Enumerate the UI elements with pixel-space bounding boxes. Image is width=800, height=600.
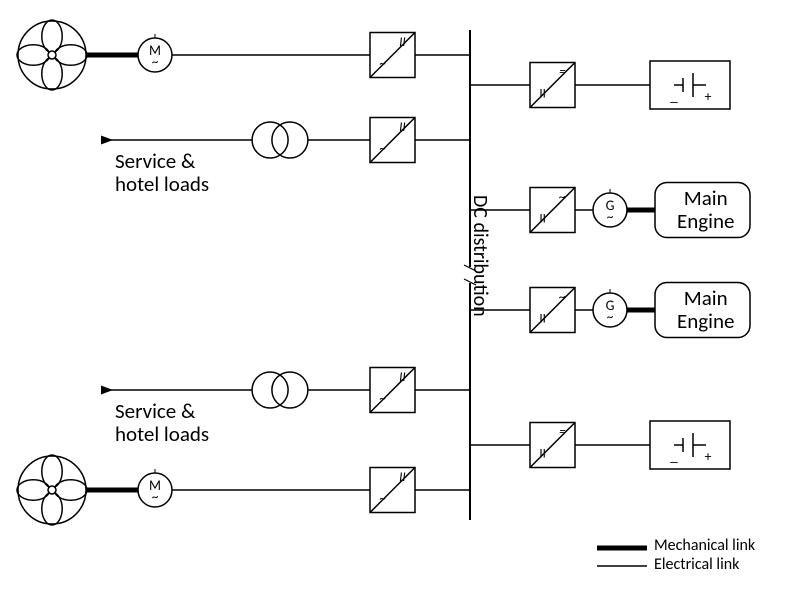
svg-text:II: II bbox=[399, 120, 406, 135]
svg-text:=: = bbox=[559, 65, 566, 80]
svg-text:~: ~ bbox=[559, 290, 565, 305]
svg-text:II: II bbox=[399, 470, 406, 485]
svg-text:~: ~ bbox=[379, 392, 386, 407]
svg-text:~: ~ bbox=[379, 492, 386, 507]
dc-distribution-label: DC distribution bbox=[468, 195, 492, 317]
service-label-bottom: Service &hotel loads bbox=[115, 400, 209, 446]
engine-label-1: MainEngine bbox=[677, 187, 734, 233]
svg-text:+: + bbox=[705, 448, 712, 465]
legend-elec-label: Electrical link bbox=[654, 556, 739, 574]
svg-text:II: II bbox=[539, 312, 546, 327]
svg-text:II: II bbox=[539, 212, 546, 227]
service-label-top: Service &hotel loads bbox=[115, 150, 209, 196]
svg-text:=: = bbox=[559, 425, 566, 440]
svg-text:~: ~ bbox=[152, 490, 159, 505]
diagram-root: { "canvas": { "w": 800, "h": 600, "bg": … bbox=[0, 0, 800, 600]
svg-text:~: ~ bbox=[607, 210, 614, 225]
svg-text:~: ~ bbox=[607, 310, 614, 325]
svg-text:II: II bbox=[539, 447, 546, 462]
svg-text:II: II bbox=[539, 87, 546, 102]
svg-text:~: ~ bbox=[379, 142, 386, 157]
svg-text:~: ~ bbox=[559, 190, 565, 205]
svg-text:II: II bbox=[399, 35, 406, 50]
engine-label-2: MainEngine bbox=[677, 287, 734, 333]
svg-text:+: + bbox=[705, 88, 712, 105]
svg-text:~: ~ bbox=[379, 57, 386, 72]
svg-text:_: _ bbox=[670, 88, 678, 106]
svg-text:_: _ bbox=[670, 448, 678, 466]
legend-mech-label: Mechanical link bbox=[654, 537, 755, 555]
svg-text:II: II bbox=[399, 370, 406, 385]
svg-text:~: ~ bbox=[152, 55, 159, 70]
